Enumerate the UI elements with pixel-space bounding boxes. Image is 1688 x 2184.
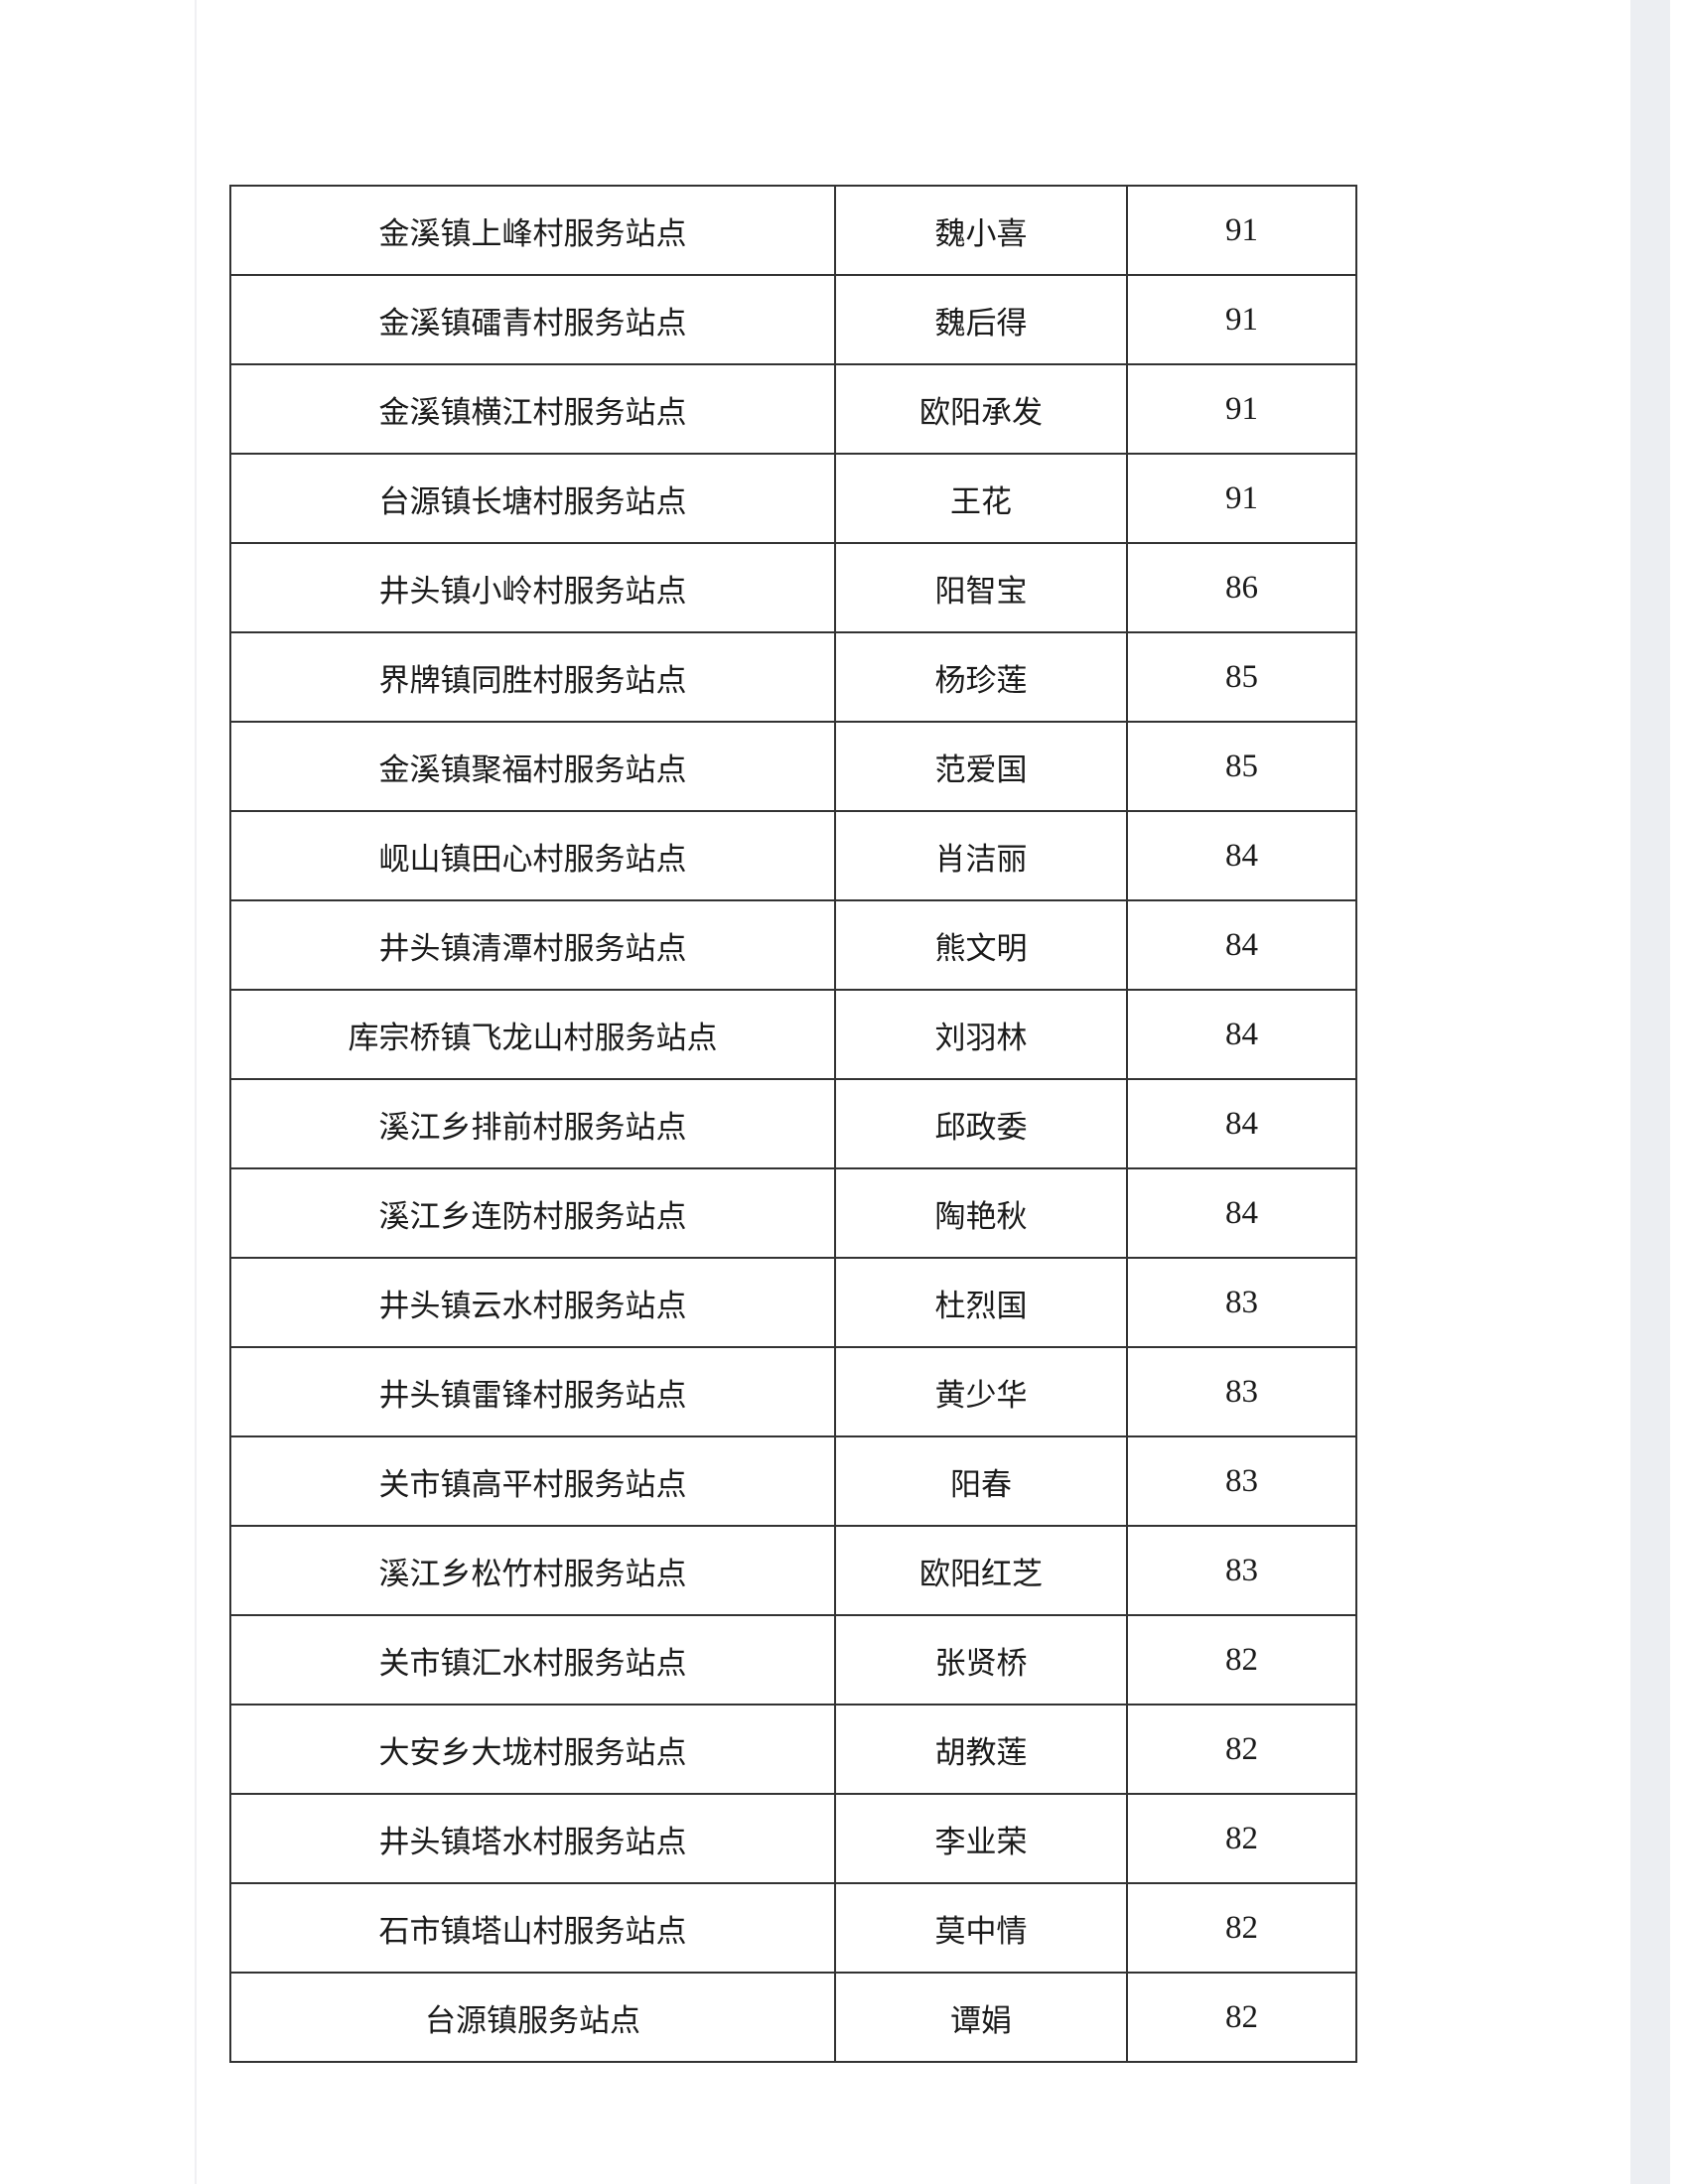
name-cell: 邱政委 [834,1078,1128,1169]
name-cell: 莫中情 [834,1882,1128,1974]
station-cell: 井头镇云水村服务站点 [229,1257,836,1348]
name-cell: 陶艳秋 [834,1167,1128,1259]
score-cell: 85 [1126,721,1357,812]
table-row: 井头镇云水村服务站点 杜烈国 83 [229,1257,1357,1348]
table-row: 界牌镇同胜村服务站点 杨珍莲 85 [229,631,1357,723]
station-cell: 关市镇汇水村服务站点 [229,1614,836,1706]
table-row: 台源镇长塘村服务站点 王花 91 [229,453,1357,544]
table-row: 井头镇雷锋村服务站点 黄少华 83 [229,1346,1357,1437]
table-row: 溪江乡松竹村服务站点 欧阳红芝 83 [229,1525,1357,1616]
score-cell: 83 [1126,1525,1357,1616]
station-cell: 界牌镇同胜村服务站点 [229,631,836,723]
ranking-table: 金溪镇上峰村服务站点 魏小喜 91 金溪镇礌青村服务站点 魏后得 91 金溪镇横江村服务站点… [229,185,1357,2063]
table-row: 石市镇塔山村服务站点 莫中情 82 [229,1882,1357,1974]
station-cell: 井头镇清潭村服务站点 [229,899,836,991]
table-row: 井头镇小岭村服务站点 阳智宝 86 [229,542,1357,633]
score-cell: 91 [1126,274,1357,365]
name-cell: 阳春 [834,1435,1128,1527]
score-cell: 82 [1126,1614,1357,1706]
name-cell: 刘羽林 [834,989,1128,1080]
score-cell: 83 [1126,1346,1357,1437]
score-cell: 84 [1126,1078,1357,1169]
name-cell: 欧阳承发 [834,363,1128,455]
station-cell: 溪江乡排前村服务站点 [229,1078,836,1169]
name-cell: 李业荣 [834,1793,1128,1884]
station-cell: 金溪镇横江村服务站点 [229,363,836,455]
scan-edge-right [1630,0,1670,2184]
score-cell: 84 [1126,989,1357,1080]
name-cell: 范爱国 [834,721,1128,812]
table-row: 溪江乡排前村服务站点 邱政委 84 [229,1078,1357,1169]
station-cell: 金溪镇上峰村服务站点 [229,185,836,276]
table-row: 金溪镇上峰村服务站点 魏小喜 91 [229,185,1357,276]
name-cell: 杨珍莲 [834,631,1128,723]
table-row: 金溪镇横江村服务站点 欧阳承发 91 [229,363,1357,455]
table-row: 关市镇汇水村服务站点 张贤桥 82 [229,1614,1357,1706]
score-cell: 84 [1126,810,1357,901]
name-cell: 谭娟 [834,1972,1128,2063]
score-cell: 83 [1126,1435,1357,1527]
station-cell: 溪江乡松竹村服务站点 [229,1525,836,1616]
score-cell: 82 [1126,1793,1357,1884]
name-cell: 张贤桥 [834,1614,1128,1706]
name-cell: 阳智宝 [834,542,1128,633]
score-cell: 91 [1126,185,1357,276]
name-cell: 魏后得 [834,274,1128,365]
table-row: 井头镇清潭村服务站点 熊文明 84 [229,899,1357,991]
station-cell: 台源镇长塘村服务站点 [229,453,836,544]
table-row: 库宗桥镇飞龙山村服务站点 刘羽林 84 [229,989,1357,1080]
score-cell: 83 [1126,1257,1357,1348]
score-cell: 91 [1126,363,1357,455]
table-body: 金溪镇上峰村服务站点 魏小喜 91 金溪镇礌青村服务站点 魏后得 91 金溪镇横江村服务站点… [229,185,1357,2063]
table-row: 大安乡大垅村服务站点 胡教莲 82 [229,1704,1357,1795]
name-cell: 欧阳红芝 [834,1525,1128,1616]
name-cell: 王花 [834,453,1128,544]
score-cell: 85 [1126,631,1357,723]
score-cell: 84 [1126,1167,1357,1259]
score-cell: 84 [1126,899,1357,991]
score-cell: 82 [1126,1882,1357,1974]
station-cell: 台源镇服务站点 [229,1972,836,2063]
station-cell: 金溪镇聚福村服务站点 [229,721,836,812]
table-row: 井头镇塔水村服务站点 李业荣 82 [229,1793,1357,1884]
name-cell: 魏小喜 [834,185,1128,276]
score-cell: 86 [1126,542,1357,633]
station-cell: 井头镇雷锋村服务站点 [229,1346,836,1437]
station-cell: 关市镇高平村服务站点 [229,1435,836,1527]
station-cell: 井头镇塔水村服务站点 [229,1793,836,1884]
station-cell: 石市镇塔山村服务站点 [229,1882,836,1974]
station-cell: 溪江乡连防村服务站点 [229,1167,836,1259]
station-cell: 井头镇小岭村服务站点 [229,542,836,633]
station-cell: 岘山镇田心村服务站点 [229,810,836,901]
table-row: 金溪镇礌青村服务站点 魏后得 91 [229,274,1357,365]
table-row: 台源镇服务站点 谭娟 82 [229,1972,1357,2063]
name-cell: 黄少华 [834,1346,1128,1437]
table-row: 关市镇高平村服务站点 阳春 83 [229,1435,1357,1527]
table-row: 金溪镇聚福村服务站点 范爱国 85 [229,721,1357,812]
table-row: 溪江乡连防村服务站点 陶艳秋 84 [229,1167,1357,1259]
score-cell: 91 [1126,453,1357,544]
name-cell: 熊文明 [834,899,1128,991]
station-cell: 金溪镇礌青村服务站点 [229,274,836,365]
name-cell: 杜烈国 [834,1257,1128,1348]
station-cell: 库宗桥镇飞龙山村服务站点 [229,989,836,1080]
score-cell: 82 [1126,1704,1357,1795]
name-cell: 肖洁丽 [834,810,1128,901]
scan-edge-left [195,0,197,2184]
name-cell: 胡教莲 [834,1704,1128,1795]
table-row: 岘山镇田心村服务站点 肖洁丽 84 [229,810,1357,901]
station-cell: 大安乡大垅村服务站点 [229,1704,836,1795]
score-cell: 82 [1126,1972,1357,2063]
